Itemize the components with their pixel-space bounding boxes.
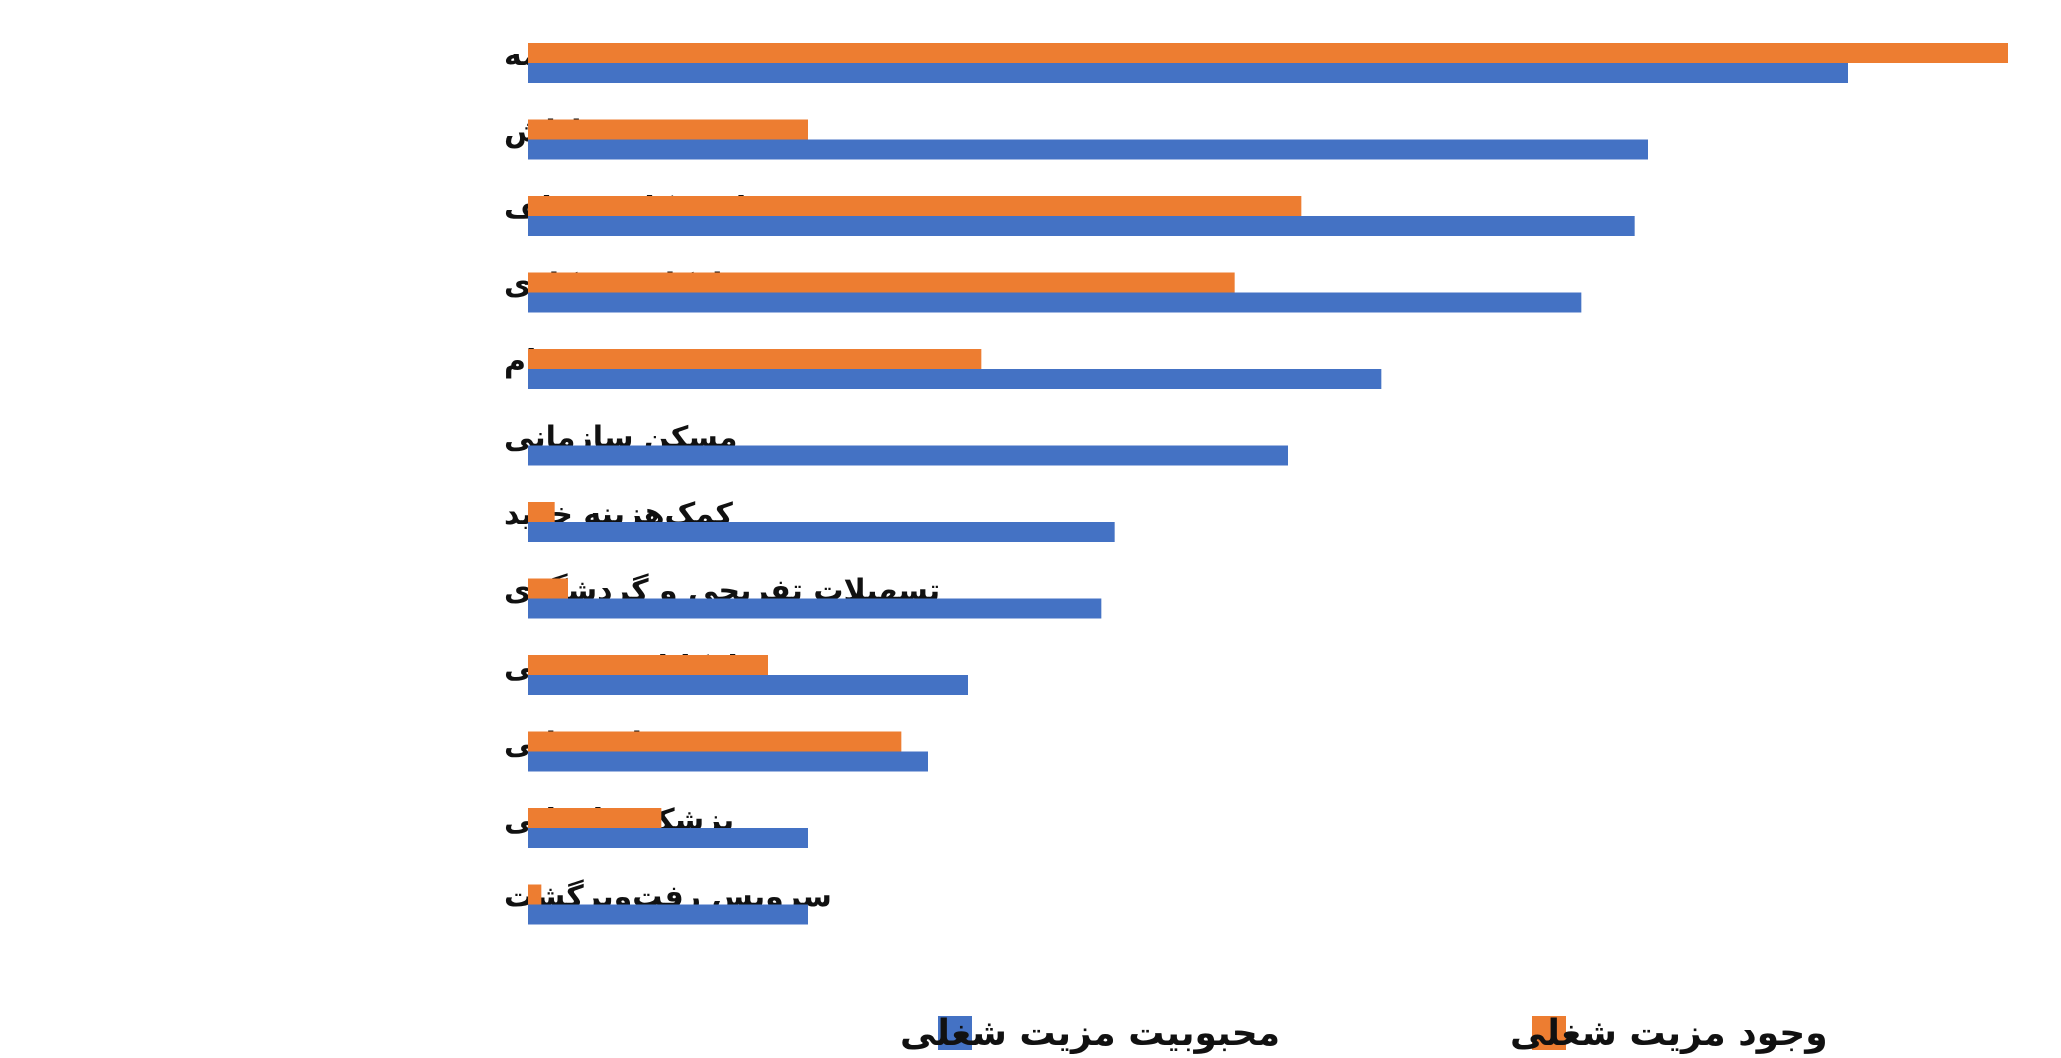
bar-popularity xyxy=(528,598,1102,619)
legend-swatch-existence xyxy=(1532,1016,1566,1050)
legend-swatch-popularity xyxy=(938,1016,972,1050)
bar-popularity xyxy=(528,369,1382,389)
legend: محبوبیت مزیت شغلی وجود مزیت شغلی xyxy=(900,1013,1828,1054)
legend-label-popularity: محبوبیت مزیت شغلی xyxy=(900,1013,1280,1054)
legend-label-existence: وجود مزیت شغلی xyxy=(1510,1013,1828,1054)
category-labels: بیمهپاداشساعت کار منعطفامکان دورکاریوامم… xyxy=(504,38,940,915)
bar-popularity xyxy=(528,828,808,848)
bar-popularity xyxy=(528,445,1288,466)
bar-popularity xyxy=(528,675,968,695)
bar-existence xyxy=(528,884,542,905)
bar-popularity xyxy=(528,522,1115,542)
bar-existence xyxy=(528,808,662,828)
bar-existence xyxy=(528,196,1302,216)
bar-existence xyxy=(528,578,568,599)
bar-popularity xyxy=(528,139,1648,160)
bar-popularity xyxy=(528,292,1582,313)
bar-existence xyxy=(528,731,902,752)
legend-item-existence: وجود مزیت شغلی xyxy=(1510,1013,1828,1054)
bar-popularity xyxy=(528,63,1848,83)
bar-existence xyxy=(528,43,2008,63)
bar-popularity xyxy=(528,904,808,925)
bar-existence xyxy=(528,349,982,369)
bar-existence xyxy=(528,502,555,522)
legend-item-popularity: محبوبیت مزیت شغلی xyxy=(900,1013,1280,1054)
bar-existence xyxy=(528,272,1235,293)
bar-popularity xyxy=(528,751,928,772)
bar-popularity xyxy=(528,216,1635,236)
bar-existence xyxy=(528,119,808,140)
bar-existence xyxy=(528,655,768,675)
bars xyxy=(528,43,2008,925)
